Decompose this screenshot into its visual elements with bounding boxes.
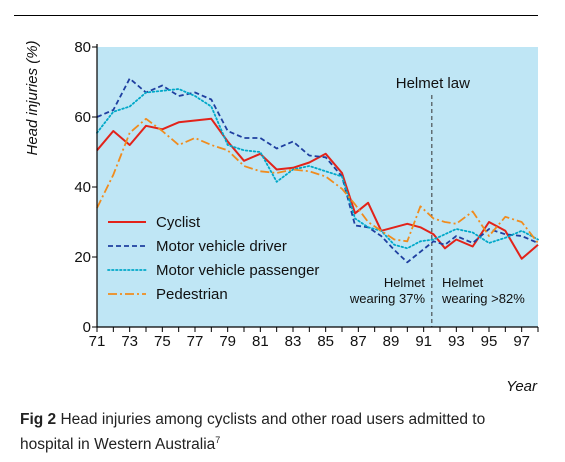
legend-label-2: Motor vehicle driver xyxy=(156,238,287,255)
x-tick-label: 97 xyxy=(513,333,530,350)
series-line-1 xyxy=(96,117,539,260)
x-axis-label: Year xyxy=(506,378,538,395)
x-tick-label: 73 xyxy=(121,333,138,350)
plot-area xyxy=(97,47,538,327)
x-tick-label: 83 xyxy=(285,333,302,350)
x-tick-label: 89 xyxy=(383,333,400,350)
caption-label: Fig 2 xyxy=(20,411,57,428)
x-tick-label: 79 xyxy=(219,333,236,350)
y-tick-label: 0 xyxy=(83,319,91,336)
legend-label-3: Motor vehicle passenger xyxy=(156,262,319,279)
annotation-after-line1: Helmet xyxy=(442,275,484,290)
series-line-4 xyxy=(96,117,539,244)
y-tick-label: 60 xyxy=(74,109,91,126)
top-rule xyxy=(14,15,538,16)
x-tick-label: 85 xyxy=(317,333,334,350)
legend-label-4: Pedestrian xyxy=(156,286,228,303)
x-tick-label: 71 xyxy=(89,333,106,350)
legend-label-1: Cyclist xyxy=(156,214,201,231)
x-tick-label: 91 xyxy=(415,333,432,350)
series-line-2 xyxy=(96,77,539,264)
x-tick-label: 77 xyxy=(187,333,204,350)
x-tick-label: 81 xyxy=(252,333,269,350)
y-tick-label: 40 xyxy=(74,179,91,196)
caption-reference: 7 xyxy=(215,435,221,445)
figure-caption: Fig 2 Head injuries among cyclists and o… xyxy=(20,410,540,455)
y-axis-label: Head injuries (%) xyxy=(24,40,41,155)
helmet-law-label: Helmet law xyxy=(396,75,470,92)
x-tick-label: 75 xyxy=(154,333,171,350)
legend: Cyclist Motor vehicle driver Motor vehicle… xyxy=(107,214,319,303)
x-tick-label: 87 xyxy=(350,333,367,350)
x-tick-label: 93 xyxy=(448,333,465,350)
annotation-after-line2: wearing >82% xyxy=(441,291,525,306)
caption-text: Head injuries among cyclists and other r… xyxy=(20,411,486,454)
y-tick-label: 20 xyxy=(74,249,91,266)
y-tick-label: 80 xyxy=(74,39,91,56)
series-line-3 xyxy=(96,88,539,250)
x-tick-label: 95 xyxy=(481,333,498,350)
line-chart: Helmet law Helmet wearing 37% Helmet wea… xyxy=(24,39,539,395)
annotation-before-line1: Helmet xyxy=(384,275,426,290)
annotation-before-line2: wearing 37% xyxy=(349,291,426,306)
